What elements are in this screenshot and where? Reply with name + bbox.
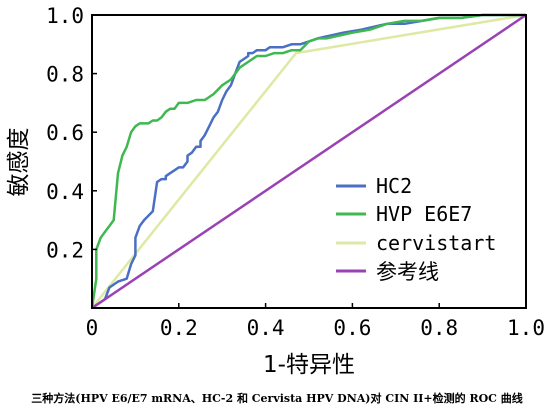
x-tick-label: 0.6: [333, 316, 371, 340]
y-tick-label: 0.8: [46, 63, 84, 87]
plot-frame: [91, 14, 527, 309]
series-line-hc2: [91, 13, 526, 310]
x-tick-label: 0.4: [247, 316, 285, 340]
legend-label-hc2: HC2: [376, 174, 412, 198]
ticks-layer: 0 0.2 0.4 0.6 0.8 1.0 0.2 0.4 0.6 0.8 1.0: [46, 4, 545, 340]
x-tick-label: 0.2: [160, 316, 198, 340]
y-tick-label: 0.6: [46, 121, 84, 145]
series-line-reference: [91, 13, 527, 310]
y-tick-label: 0.4: [46, 180, 84, 204]
y-tick-label: 0.2: [46, 238, 84, 262]
figure-caption: 三种方法(HPV E6/E7 mRNA、HC-2 和 Cervista HPV …: [31, 392, 523, 405]
series-layer: [90, 13, 527, 310]
legend: HC2 HVP E6E7 cervistart 参考线: [336, 174, 496, 284]
y-tick-label: 1.0: [46, 4, 84, 28]
series-line-cervistart: [91, 13, 527, 309]
x-tick-label: 0.8: [420, 316, 458, 340]
x-tick-label: 0: [86, 316, 99, 340]
x-axis-label: 1-特异性: [263, 352, 355, 378]
legend-label-hvp-e6e7: HVP E6E7: [376, 202, 472, 226]
x-tick-label: 1.0: [507, 316, 545, 340]
series-line-hvp-e6e7: [90, 13, 526, 309]
legend-label-cervistart: cervistart: [376, 231, 496, 255]
roc-chart: 0 0.2 0.4 0.6 0.8 1.0 0.2 0.4 0.6 0.8 1.0 1-特异性 敏感…: [6, 4, 545, 378]
y-axis-label: 敏感度: [6, 128, 32, 197]
legend-label-reference-line: 参考线: [376, 260, 439, 284]
